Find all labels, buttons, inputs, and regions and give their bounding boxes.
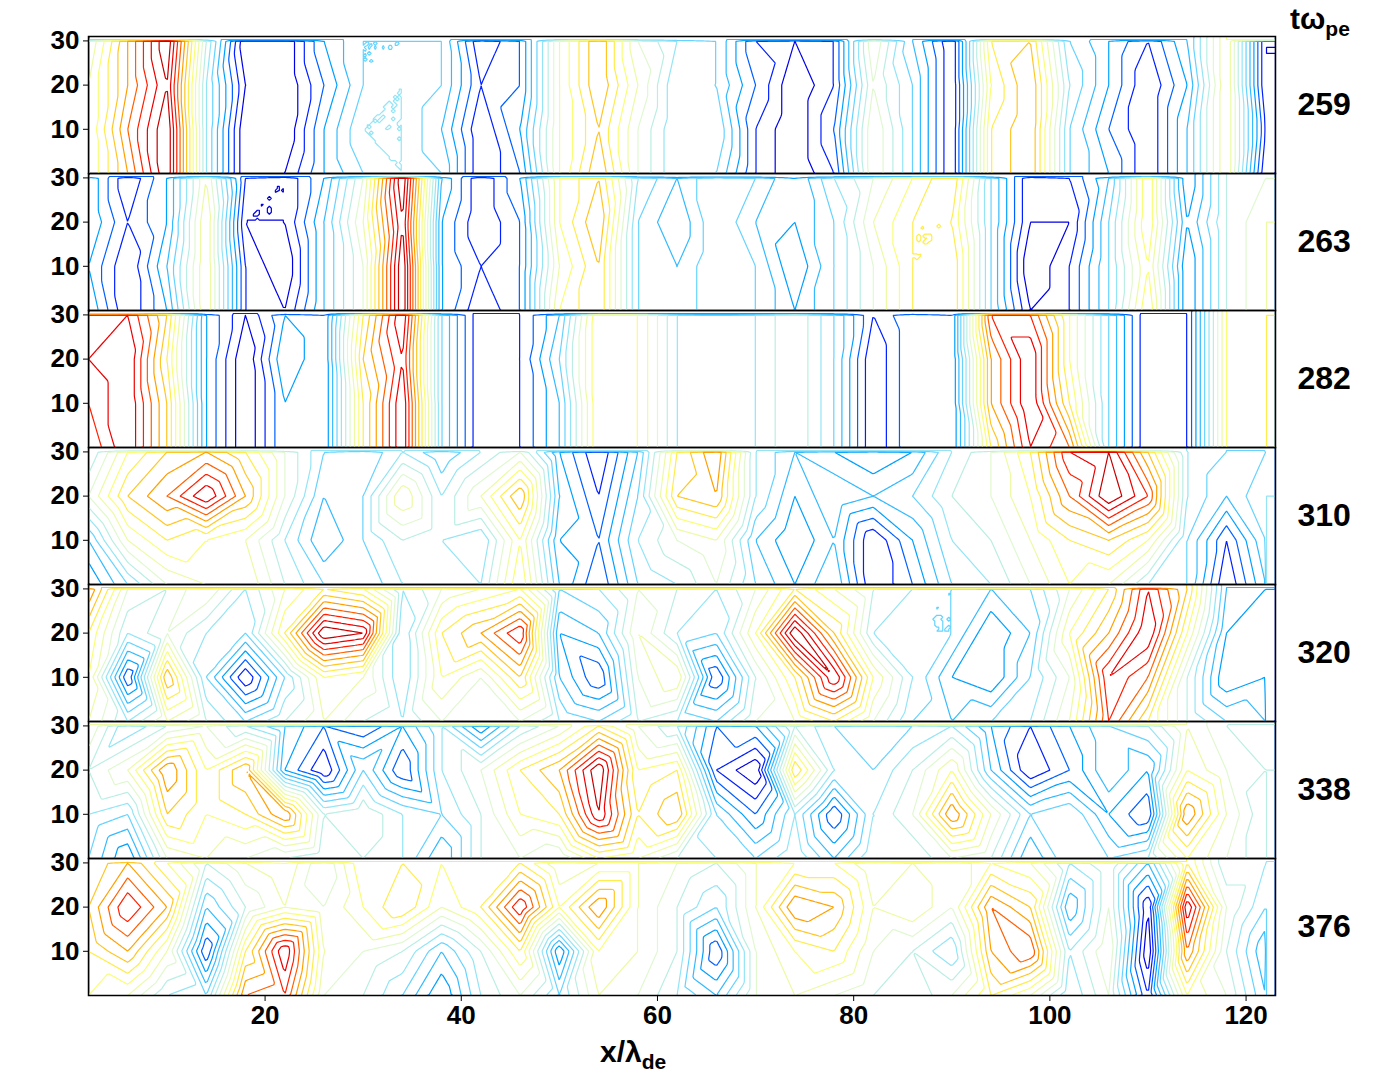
svg-text:10: 10 — [51, 936, 80, 966]
svg-text:10: 10 — [51, 388, 80, 418]
svg-text:80: 80 — [839, 1000, 868, 1030]
svg-text:10: 10 — [51, 799, 80, 829]
svg-text:20: 20 — [51, 754, 80, 784]
svg-text:10: 10 — [51, 114, 80, 144]
svg-text:310: 310 — [1298, 497, 1351, 533]
svg-text:60: 60 — [643, 1000, 672, 1030]
svg-text:263: 263 — [1298, 223, 1351, 259]
svg-text:20: 20 — [51, 343, 80, 373]
svg-text:259: 259 — [1298, 86, 1351, 122]
svg-text:376: 376 — [1298, 908, 1351, 944]
svg-text:30: 30 — [51, 25, 80, 55]
svg-text:338: 338 — [1298, 771, 1351, 807]
svg-text:40: 40 — [447, 1000, 476, 1030]
svg-text:10: 10 — [51, 662, 80, 692]
svg-text:30: 30 — [51, 299, 80, 329]
svg-text:30: 30 — [51, 710, 80, 740]
html-text:x/λde: x/λde — [600, 1035, 667, 1073]
svg-text:20: 20 — [251, 1000, 280, 1030]
svg-text:20: 20 — [51, 480, 80, 510]
svg-text:30: 30 — [51, 436, 80, 466]
svg-text:100: 100 — [1028, 1000, 1071, 1030]
svg-text:20: 20 — [51, 617, 80, 647]
svg-text:20: 20 — [51, 69, 80, 99]
svg-text:282: 282 — [1298, 360, 1351, 396]
svg-text:30: 30 — [51, 162, 80, 192]
svg-text:20: 20 — [51, 891, 80, 921]
svg-text:120: 120 — [1224, 1000, 1267, 1030]
svg-text:10: 10 — [51, 251, 80, 281]
svg-text:10: 10 — [51, 525, 80, 555]
svg-text:30: 30 — [51, 573, 80, 603]
svg-text:30: 30 — [51, 847, 80, 877]
html-text:tωpe: tωpe — [1290, 2, 1350, 40]
svg-text:320: 320 — [1298, 634, 1351, 670]
svg-text:20: 20 — [51, 206, 80, 236]
